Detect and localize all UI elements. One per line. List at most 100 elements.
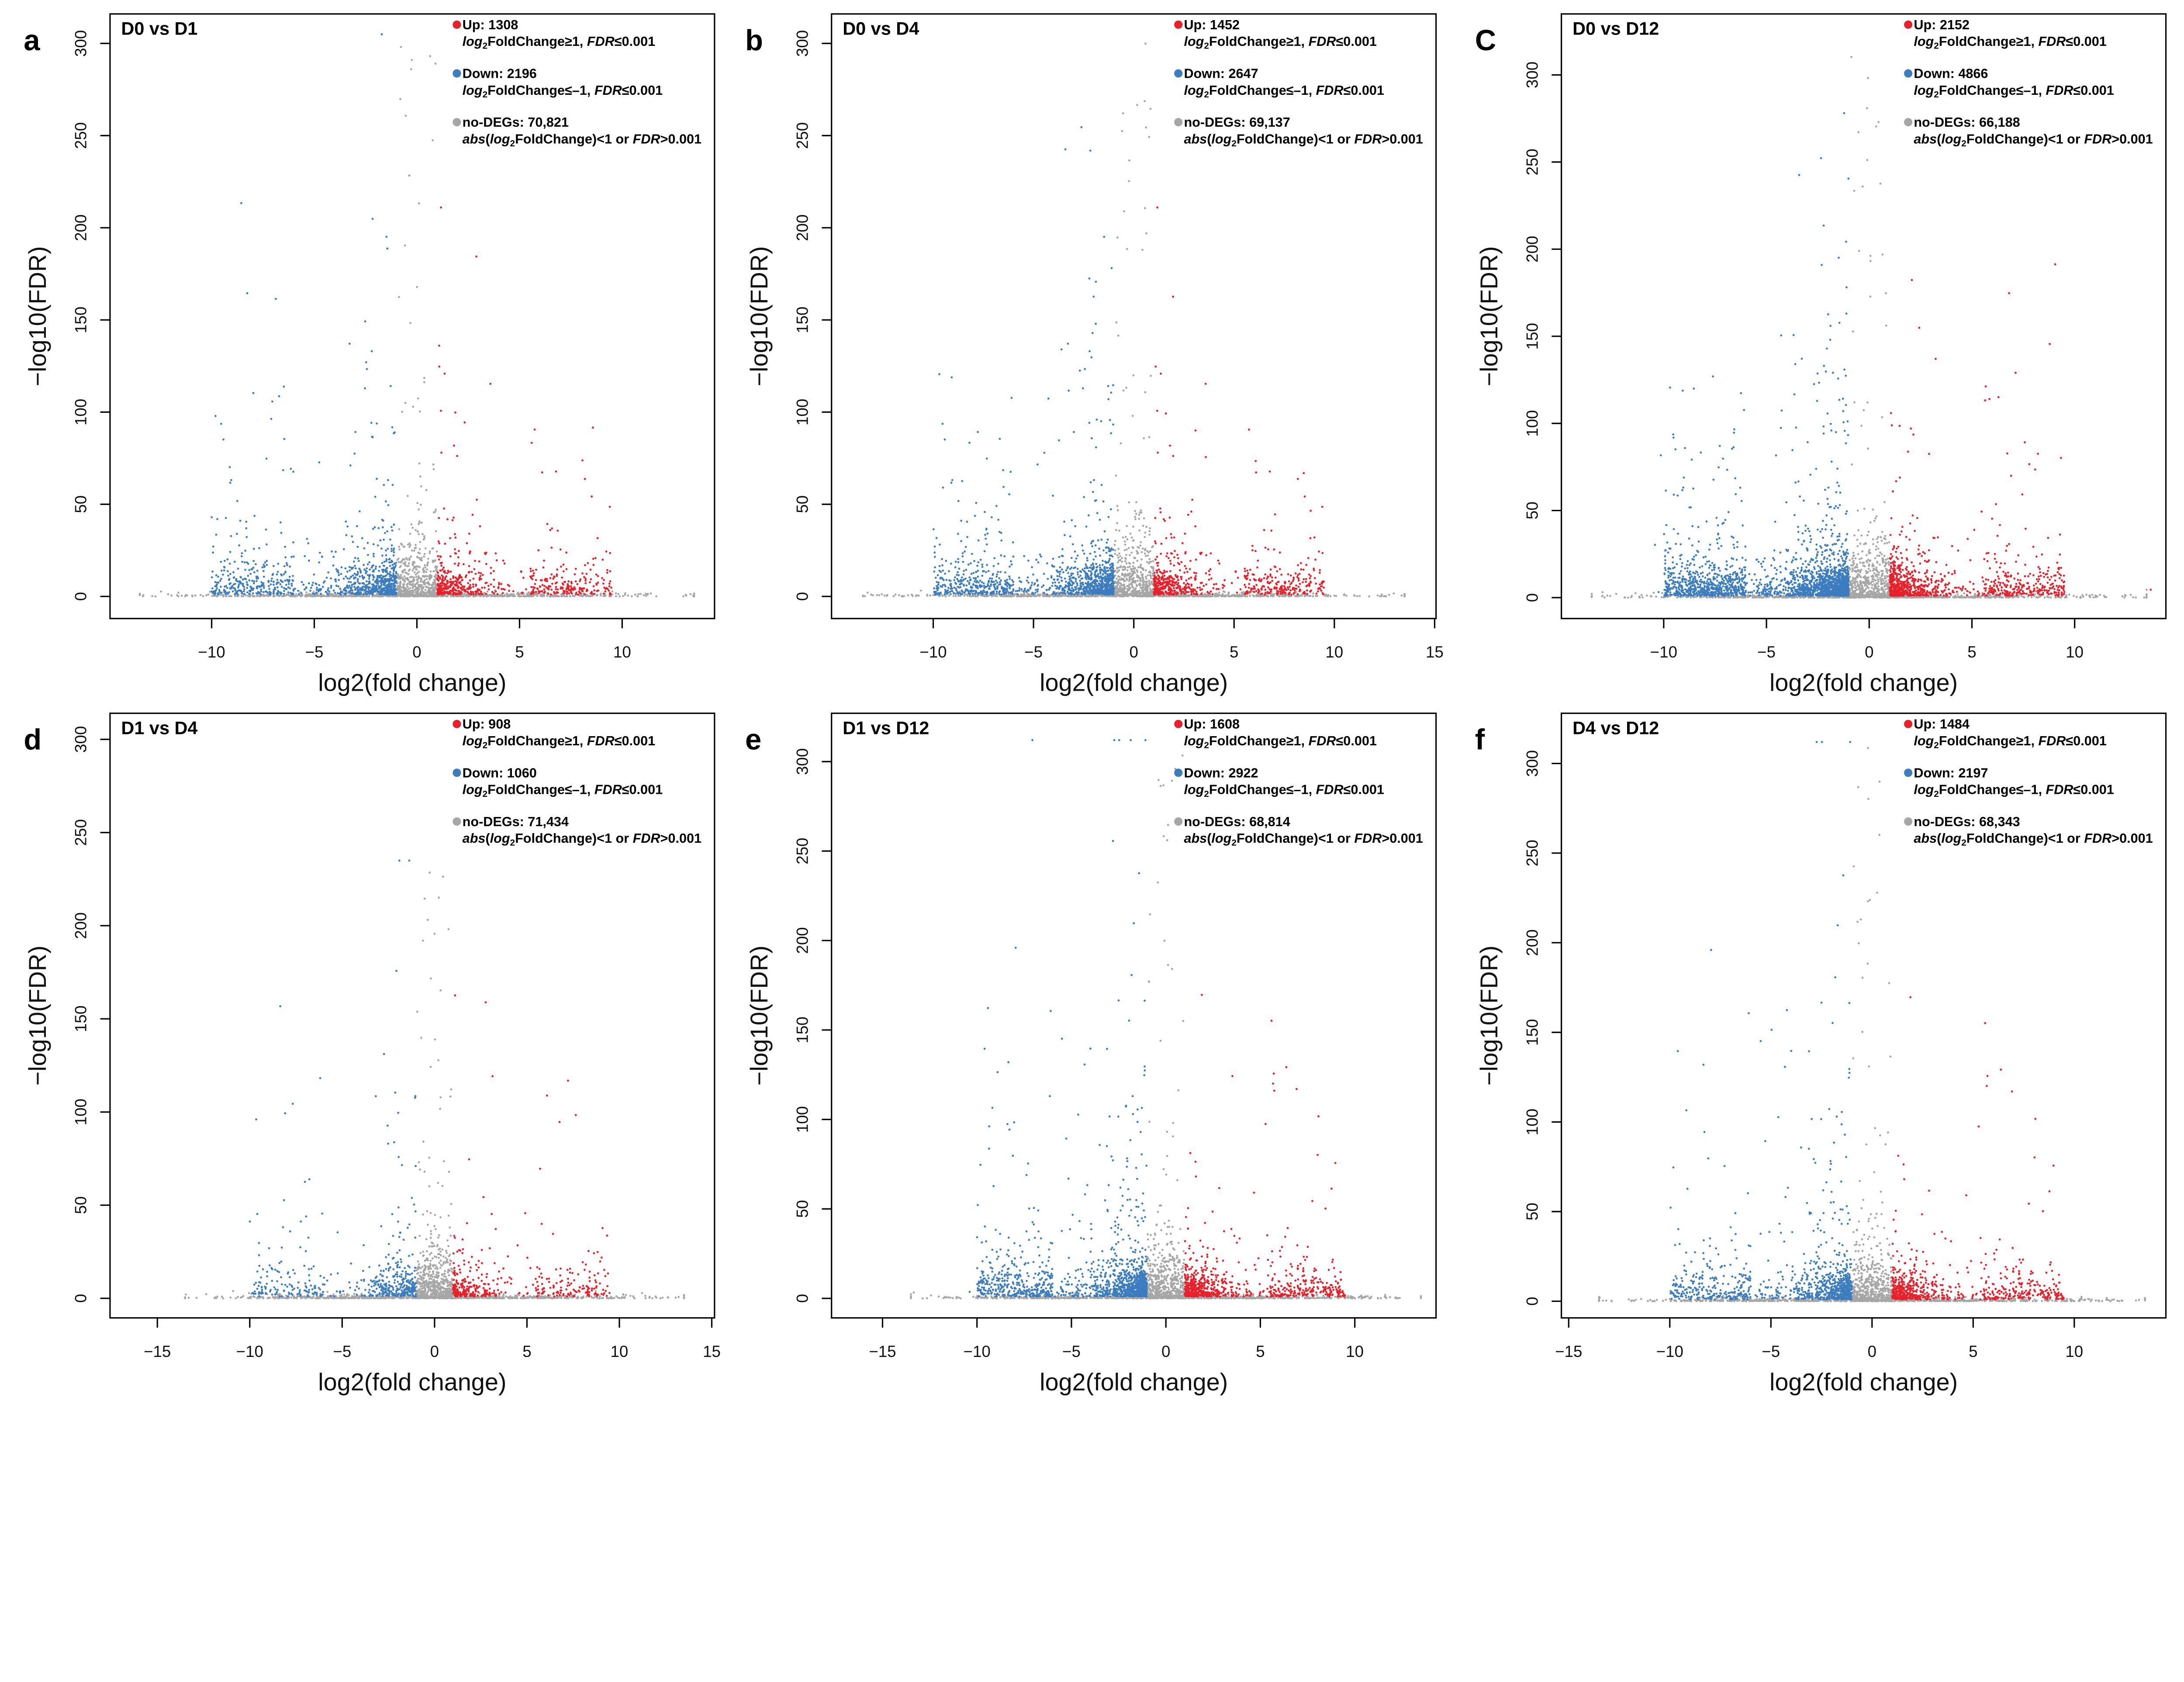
nodeg-point [211,595,214,597]
down-point [356,571,359,573]
nodeg-point [416,595,419,597]
nodeg-point [655,595,657,598]
down-point [1102,573,1104,576]
up-point [593,589,596,592]
down-point [232,571,235,574]
down-point [1102,560,1104,562]
nodeg-point [423,377,425,379]
nodeg-point [419,592,422,595]
down-point [311,584,314,586]
down-point [968,576,971,579]
down-point [316,586,318,589]
down-point [354,588,356,591]
down-point [374,568,377,570]
down-point [234,593,236,595]
nodeg-point [177,595,180,598]
down-point [393,588,396,591]
up-point [541,584,544,586]
nodeg-point [416,502,419,504]
nodeg-point [497,595,500,597]
nodeg-point [1125,554,1127,556]
up-point [574,588,577,590]
down-point [383,484,385,486]
down-point [305,587,308,589]
up-point [438,542,441,545]
down-point [1026,576,1029,579]
down-point [372,576,375,578]
rule-part: log [463,83,483,98]
up-point [483,586,486,589]
nodeg-point [1130,551,1133,554]
nodeg-point [1058,595,1061,597]
down-point [236,580,239,583]
nodeg-point [411,526,414,529]
up-point [446,572,449,575]
legend-down-rule: log2FoldChange≤–1, FDR≤0.001 [463,83,663,100]
down-point [243,593,245,595]
down-point [351,592,353,594]
nodeg-point [418,462,421,465]
up-point [457,550,460,552]
up-point [454,411,456,414]
down-point [363,568,366,571]
up-point [584,582,587,585]
up-point [555,588,557,590]
down-point [345,534,348,536]
down-point [1037,588,1039,591]
down-point [227,575,230,577]
down-point [965,584,968,587]
nodeg-point [431,547,434,550]
nodeg-point [403,575,406,578]
nodeg-point [636,595,639,598]
up-point [440,585,442,587]
legend-down-label: Down: 2196 [463,66,537,81]
nodeg-point [1122,389,1125,392]
up-point [590,578,592,581]
down-point [288,575,291,578]
down-point [314,582,317,585]
up-point [502,559,505,562]
nodeg-point [1134,510,1136,512]
nodeg-point [180,595,183,597]
down-point [280,573,282,576]
nodeg-point [415,582,418,585]
down-point [395,581,397,584]
up-point [555,470,557,473]
nodeg-point [556,595,558,598]
down-point [1058,581,1060,584]
down-point [292,575,294,577]
nodeg-point [461,595,464,597]
nodeg-point [417,530,419,533]
rule-part: FoldChange≤–1, [487,83,594,98]
data-points [862,42,1406,598]
up-point [530,442,533,444]
up-point [589,568,592,571]
up-point [494,590,497,593]
nodeg-point [1128,159,1130,162]
down-point [1087,514,1090,516]
up-point [485,563,487,565]
up-point [606,569,608,571]
up-point [543,559,545,562]
up-point [468,565,470,567]
up-point [457,589,460,592]
nodeg-point [525,595,528,597]
up-point [556,575,558,577]
down-point [1027,589,1030,592]
up-point [555,586,557,588]
up-point [556,581,558,584]
nodeg-point [509,595,512,597]
down-point [222,438,225,441]
up-point [551,582,553,585]
down-point [390,385,392,388]
nodeg-point [1141,581,1144,583]
nodeg-point [1123,540,1126,543]
nodeg-point [434,62,437,65]
up-point [473,568,476,571]
nodeg-point [1343,593,1345,596]
nodeg-point [170,594,173,597]
nodeg-point [399,98,401,100]
nodeg-point [1125,577,1128,580]
down-point [1090,542,1092,545]
nodeg-point [511,595,514,597]
